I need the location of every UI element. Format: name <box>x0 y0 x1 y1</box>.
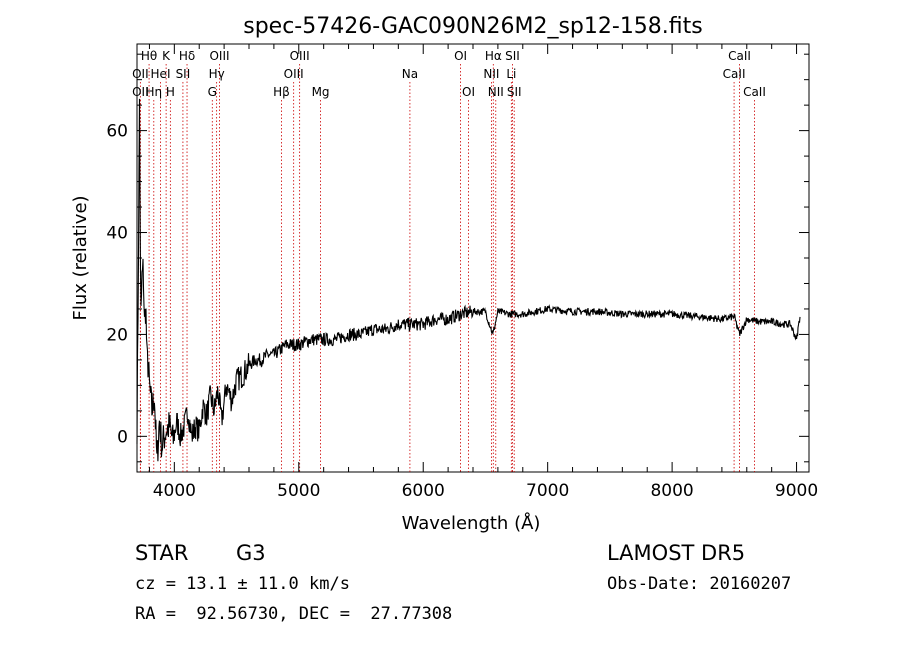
line-label: Na <box>402 67 418 81</box>
line-label: OII <box>132 85 149 99</box>
x-tick-label: 8000 <box>650 481 693 501</box>
line-label: OI <box>454 49 467 63</box>
x-tick-label: 7000 <box>526 481 569 501</box>
line-markers <box>139 64 755 472</box>
line-label: Hδ <box>179 49 195 63</box>
line-label: CaII <box>743 85 766 99</box>
line-label: CaII <box>723 67 746 81</box>
line-label: OII <box>132 67 149 81</box>
line-label: G <box>208 85 217 99</box>
x-axis-label: Wavelength (Å) <box>402 512 541 534</box>
x-tick-label: 5000 <box>277 481 320 501</box>
y-axis-ticks: 0 20 40 60 <box>106 53 809 463</box>
y-tick-label: 0 <box>117 427 128 447</box>
ra-dec-coordinates: RA = 92.56730, DEC = 27.77308 <box>135 604 453 624</box>
y-tick-label: 20 <box>106 325 128 345</box>
line-label: H <box>166 85 175 99</box>
x-tick-label: 9000 <box>775 481 818 501</box>
y-tick-label: 60 <box>106 122 128 142</box>
redshift-velocity: cz = 13.1 ± 11.0 km/s <box>135 574 350 594</box>
survey-name: LAMOST DR5 <box>607 541 746 565</box>
object-class: STAR <box>135 541 189 565</box>
line-label: Mg <box>312 85 330 99</box>
line-label: OIII <box>284 67 304 81</box>
line-label: K <box>162 49 171 63</box>
x-tick-label: 6000 <box>402 481 445 501</box>
line-label: SII <box>507 85 522 99</box>
line-label: NII <box>488 85 504 99</box>
line-label: Hθ <box>141 49 157 63</box>
line-label: CaII <box>728 49 751 63</box>
chart-title: spec-57426-GAC090N26M2_sp12-158.fits <box>243 14 703 39</box>
observation-date: Obs-Date: 20160207 <box>607 574 792 594</box>
line-label: Hη <box>145 85 162 99</box>
x-axis-ticks: 4000 5000 6000 7000 8000 9000 <box>148 44 818 501</box>
x-tick-label: 4000 <box>153 481 196 501</box>
line-label: Hβ <box>273 85 290 99</box>
spectrum-line <box>136 98 801 462</box>
y-tick-label: 40 <box>106 224 128 244</box>
line-label: OI <box>462 85 475 99</box>
object-subclass: G3 <box>236 541 266 565</box>
line-label: Hγ <box>209 67 225 81</box>
line-label: OIII <box>209 49 229 63</box>
line-label: Li <box>506 67 516 81</box>
y-axis-label: Flux (relative) <box>70 195 91 320</box>
line-label: Hα <box>485 49 502 63</box>
line-label: HeI <box>151 67 171 81</box>
line-label: OIII <box>290 49 310 63</box>
line-label: NII <box>483 67 499 81</box>
line-label: SII <box>505 49 520 63</box>
plot-frame <box>136 43 810 473</box>
line-label: SII <box>176 67 191 81</box>
